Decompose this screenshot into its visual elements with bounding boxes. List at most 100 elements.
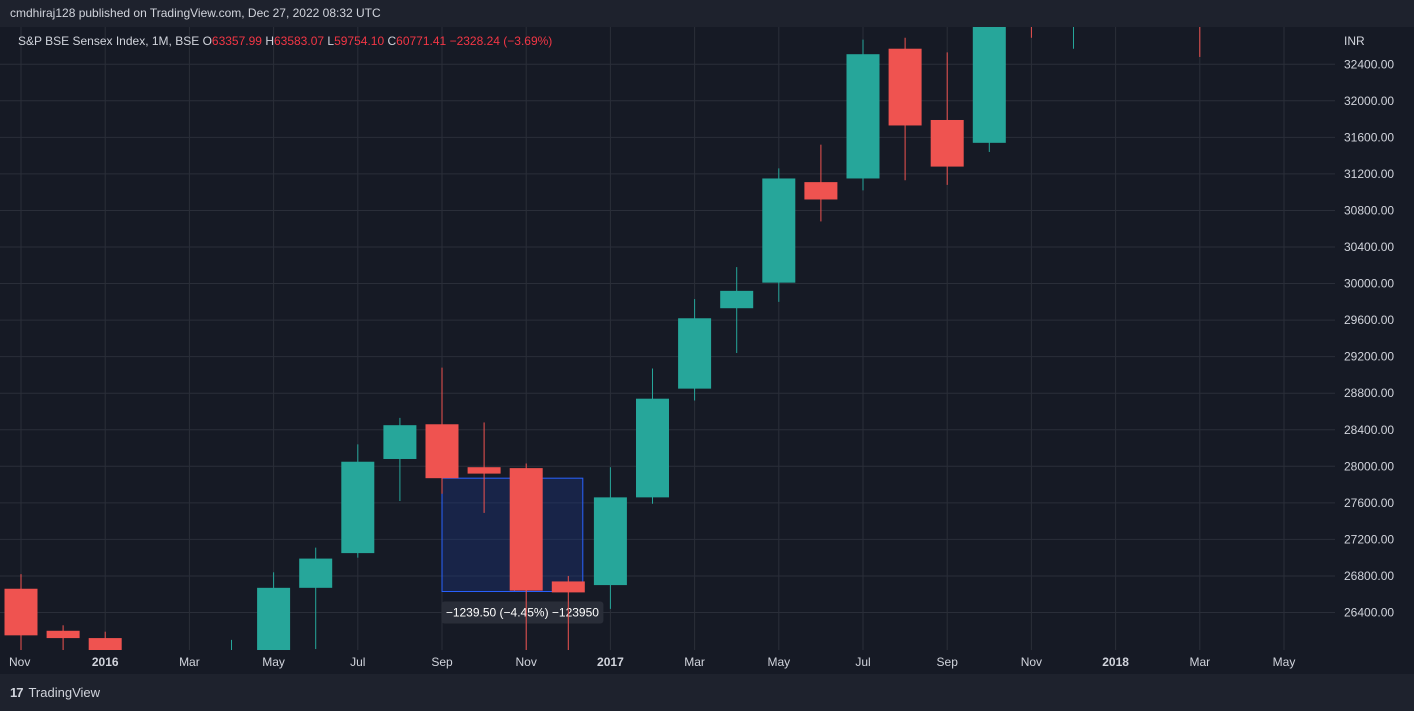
change-value: −2328.24 (−3.69%) bbox=[449, 34, 553, 48]
time-axis-tick-label: Sep bbox=[937, 655, 959, 669]
candle bbox=[972, 27, 1006, 152]
candle bbox=[636, 368, 669, 504]
price-axis-tick-label: 30400.00 bbox=[1344, 240, 1394, 254]
price-axis-tick-label: 28800.00 bbox=[1344, 386, 1394, 400]
candle bbox=[888, 37, 922, 181]
price-axis-background bbox=[1335, 27, 1414, 674]
candles bbox=[4, 27, 1201, 650]
candle bbox=[383, 417, 417, 502]
candle-body bbox=[888, 48, 922, 126]
candle-body bbox=[762, 178, 796, 283]
candle-body bbox=[88, 638, 122, 650]
time-axis-tick-label: Mar bbox=[684, 655, 705, 669]
time-axis-tick-label: Nov bbox=[1021, 655, 1042, 669]
candle-body bbox=[593, 497, 627, 586]
price-axis-tick-label: 31200.00 bbox=[1344, 167, 1394, 181]
low-label: L bbox=[327, 34, 335, 48]
candle-body bbox=[636, 398, 669, 498]
time-axis-tick-label: Nov bbox=[9, 655, 30, 669]
time-axis-background bbox=[0, 650, 1335, 674]
price-axis-tick-label: 26400.00 bbox=[1344, 606, 1394, 620]
candle-body bbox=[467, 467, 501, 474]
price-axis-tick-label: 28000.00 bbox=[1344, 459, 1394, 473]
symbol-legend[interactable]: S&P BSE Sensex Index, 1M, BSE O63357.99 … bbox=[18, 34, 552, 48]
candle bbox=[425, 367, 459, 494]
time-axis: Nov 2016 Mar May Jul Sep Nov 2017 Mar May Jul Sep No… bbox=[9, 655, 1295, 669]
tradingview-footer[interactable]: 17 TradingView bbox=[10, 685, 100, 700]
candle bbox=[678, 299, 712, 401]
price-axis-tick-label: 28400.00 bbox=[1344, 423, 1394, 437]
candle-body bbox=[678, 318, 712, 389]
candle-body bbox=[299, 558, 333, 588]
candle-body bbox=[720, 290, 754, 309]
candle bbox=[804, 144, 838, 222]
price-axis-tick-label: 26800.00 bbox=[1344, 569, 1394, 583]
time-axis-tick-label: May bbox=[767, 655, 790, 669]
time-axis-tick-label: Mar bbox=[179, 655, 200, 669]
time-axis-tick-label: 2016 bbox=[92, 655, 119, 669]
candle bbox=[551, 575, 585, 650]
candle bbox=[846, 39, 880, 191]
candle bbox=[593, 467, 627, 609]
currency-label: INR bbox=[1344, 34, 1365, 48]
tradingview-logo-icon: 17 bbox=[10, 685, 24, 700]
tradingview-brand: TradingView bbox=[28, 685, 101, 700]
time-axis-tick-label: May bbox=[1273, 655, 1296, 669]
price-axis: 26400.00 26800.00 27200.00 27600.00 28000.00… bbox=[1344, 57, 1394, 619]
candle-body bbox=[341, 461, 375, 554]
candle-body bbox=[972, 27, 1006, 143]
measure-label-box bbox=[441, 601, 604, 624]
candle-body bbox=[846, 54, 880, 179]
time-axis-tick-label: May bbox=[262, 655, 285, 669]
candle bbox=[88, 631, 122, 650]
price-axis-tick-label: 31600.00 bbox=[1344, 130, 1394, 144]
candle bbox=[257, 572, 291, 650]
candle bbox=[4, 574, 38, 650]
price-axis-tick-label: 27600.00 bbox=[1344, 496, 1394, 510]
time-axis-tick-label: 2017 bbox=[597, 655, 624, 669]
close-label: C bbox=[387, 34, 397, 48]
low-value: 59754.10 bbox=[334, 34, 385, 48]
close-value: 60771.41 bbox=[396, 34, 447, 48]
candle bbox=[299, 547, 333, 650]
open-value: 63357.99 bbox=[211, 34, 262, 48]
candle bbox=[720, 267, 754, 353]
candle-body bbox=[46, 630, 80, 639]
candle-body bbox=[4, 588, 38, 636]
time-axis-tick-label: Mar bbox=[1189, 655, 1210, 669]
candle-body bbox=[930, 119, 964, 167]
high-value: 63583.07 bbox=[273, 34, 325, 48]
price-axis-tick-label: 30000.00 bbox=[1344, 277, 1394, 291]
candle-body bbox=[509, 468, 543, 591]
high-label: H bbox=[265, 34, 274, 48]
plot-background bbox=[0, 27, 1335, 650]
candle bbox=[762, 168, 796, 302]
symbol-name: S&P BSE Sensex Index, 1M, BSE bbox=[18, 34, 200, 48]
candle-body bbox=[425, 424, 459, 479]
candle-body bbox=[804, 182, 838, 200]
measure-label: −1239.50 (−4.45%) −123950 bbox=[446, 605, 599, 619]
time-axis-tick-label: Jul bbox=[350, 655, 365, 669]
price-axis-tick-label: 29200.00 bbox=[1344, 350, 1394, 364]
time-axis-tick-label: Sep bbox=[431, 655, 453, 669]
candle bbox=[467, 422, 501, 513]
price-axis-tick-label: 30800.00 bbox=[1344, 203, 1394, 217]
publisher-line: cmdhiraj128 published on TradingView.com… bbox=[10, 6, 381, 20]
candle bbox=[930, 52, 964, 185]
candle bbox=[509, 463, 543, 650]
time-axis-tick-label: Nov bbox=[516, 655, 537, 669]
candle-body bbox=[383, 425, 417, 459]
open-label: O bbox=[202, 34, 212, 48]
price-axis-tick-label: 29600.00 bbox=[1344, 313, 1394, 327]
price-axis-tick-label: 27200.00 bbox=[1344, 532, 1394, 546]
price-axis-tick-label: 32400.00 bbox=[1344, 57, 1394, 71]
candle-body bbox=[551, 581, 585, 593]
price-axis-tick-label: 32000.00 bbox=[1344, 94, 1394, 108]
time-axis-tick-label: 2018 bbox=[1102, 655, 1129, 669]
candle bbox=[341, 444, 375, 558]
candle-body bbox=[257, 587, 291, 650]
candle bbox=[46, 625, 80, 650]
time-axis-tick-label: Jul bbox=[855, 655, 870, 669]
